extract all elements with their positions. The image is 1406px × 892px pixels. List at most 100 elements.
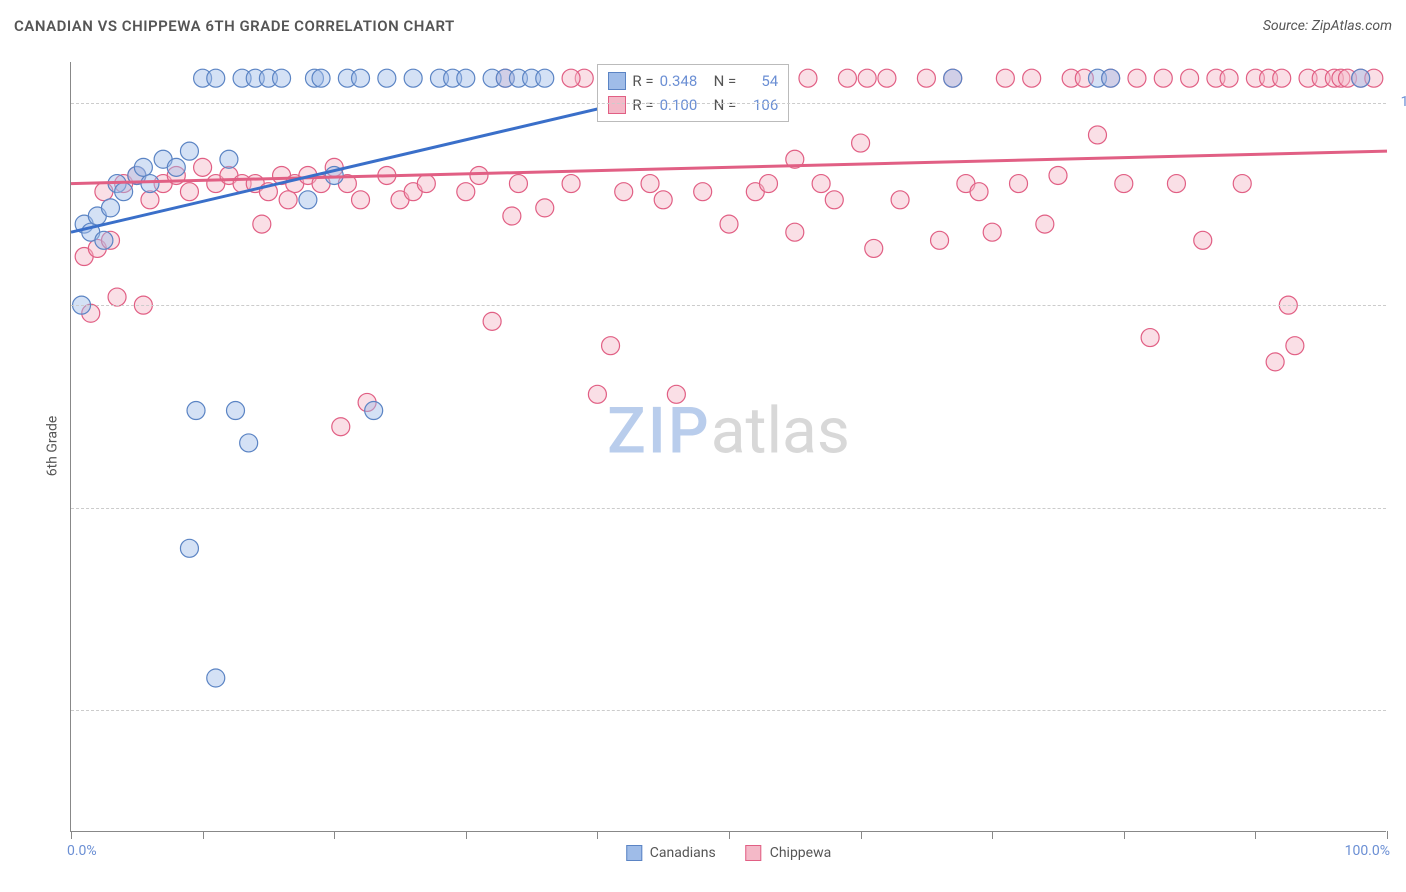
- data-point: [207, 69, 225, 87]
- data-point: [878, 69, 896, 87]
- plot-area: ZIPatlas R =0.348N =54R =0.100N =106 Can…: [70, 62, 1386, 832]
- data-point: [378, 69, 396, 87]
- data-point: [207, 669, 225, 687]
- data-point: [134, 158, 152, 176]
- data-point: [1023, 69, 1041, 87]
- data-point: [1220, 69, 1238, 87]
- series-legend-item: Chippewa: [746, 845, 832, 861]
- x-tick: [334, 831, 335, 839]
- legend-r-value: 0.100: [660, 93, 708, 117]
- y-axis-label: 6th Grade: [44, 416, 60, 477]
- x-tick: [1387, 831, 1388, 839]
- data-point: [365, 402, 383, 420]
- data-point: [891, 191, 909, 209]
- data-point: [1273, 69, 1291, 87]
- y-tick-label: 100.0%: [1391, 94, 1406, 110]
- x-tick: [1124, 831, 1125, 839]
- data-point: [865, 239, 883, 257]
- data-point: [759, 175, 777, 193]
- data-point: [457, 69, 475, 87]
- data-point: [279, 191, 297, 209]
- data-point: [562, 69, 580, 87]
- data-point: [720, 215, 738, 233]
- data-point: [667, 385, 685, 403]
- data-point: [1088, 126, 1106, 144]
- data-point: [141, 191, 159, 209]
- data-point: [457, 183, 475, 201]
- x-tick: [1255, 831, 1256, 839]
- correlation-legend-row: R =0.348N =54: [608, 69, 778, 93]
- x-tick: [861, 831, 862, 839]
- scatter-svg: [71, 62, 1386, 831]
- data-point: [509, 175, 527, 193]
- data-point: [352, 69, 370, 87]
- legend-swatch: [746, 845, 762, 861]
- data-point: [1181, 69, 1199, 87]
- data-point: [470, 166, 488, 184]
- data-point: [180, 183, 198, 201]
- data-point: [108, 288, 126, 306]
- gridline: [71, 305, 1386, 306]
- data-point: [404, 69, 422, 87]
- data-point: [852, 134, 870, 152]
- legend-n-label: N =: [714, 69, 737, 93]
- y-tick-label: 95.0%: [1391, 499, 1406, 515]
- data-point: [332, 418, 350, 436]
- legend-swatch: [626, 845, 642, 861]
- data-point: [944, 69, 962, 87]
- data-point: [194, 158, 212, 176]
- data-point: [312, 69, 330, 87]
- series-legend-label: Canadians: [650, 845, 716, 861]
- gridline: [71, 103, 1386, 104]
- x-tick: [992, 831, 993, 839]
- series-legend-item: Canadians: [626, 845, 716, 861]
- legend-r-value: 0.348: [660, 69, 708, 93]
- x-tick: [729, 831, 730, 839]
- data-point: [825, 191, 843, 209]
- legend-n-value: 106: [742, 93, 778, 117]
- series-legend: Canadians Chippewa: [626, 845, 831, 861]
- data-point: [299, 191, 317, 209]
- data-point: [1141, 329, 1159, 347]
- data-point: [799, 69, 817, 87]
- data-point: [1115, 175, 1133, 193]
- chart-title: CANADIAN VS CHIPPEWA 6TH GRADE CORRELATI…: [14, 17, 455, 35]
- data-point: [1194, 231, 1212, 249]
- data-point: [253, 215, 271, 233]
- data-point: [983, 223, 1001, 241]
- data-point: [240, 434, 258, 452]
- data-point: [1049, 166, 1067, 184]
- legend-swatch: [608, 96, 626, 114]
- plot-container: ZIPatlas R =0.348N =54R =0.100N =106 Can…: [70, 62, 1386, 832]
- legend-n-label: N =: [714, 93, 737, 117]
- data-point: [187, 402, 205, 420]
- data-point: [1010, 175, 1028, 193]
- data-point: [141, 175, 159, 193]
- data-point: [838, 69, 856, 87]
- y-tick-label: 97.5%: [1391, 296, 1406, 312]
- series-legend-label: Chippewa: [770, 845, 832, 861]
- data-point: [931, 231, 949, 249]
- data-point: [101, 199, 119, 217]
- data-point: [220, 150, 238, 168]
- data-point: [786, 223, 804, 241]
- chart-source: Source: ZipAtlas.com: [1263, 18, 1392, 34]
- data-point: [483, 312, 501, 330]
- data-point: [694, 183, 712, 201]
- data-point: [562, 175, 580, 193]
- legend-swatch: [608, 72, 626, 90]
- data-point: [917, 69, 935, 87]
- data-point: [970, 183, 988, 201]
- data-point: [1128, 69, 1146, 87]
- data-point: [227, 402, 245, 420]
- x-axis-min-label: 0.0%: [67, 843, 97, 859]
- data-point: [536, 69, 554, 87]
- x-tick: [597, 831, 598, 839]
- legend-r-label: R =: [632, 93, 653, 117]
- data-point: [1167, 175, 1185, 193]
- x-tick: [203, 831, 204, 839]
- data-point: [1102, 69, 1120, 87]
- data-point: [858, 69, 876, 87]
- x-tick: [466, 831, 467, 839]
- data-point: [417, 175, 435, 193]
